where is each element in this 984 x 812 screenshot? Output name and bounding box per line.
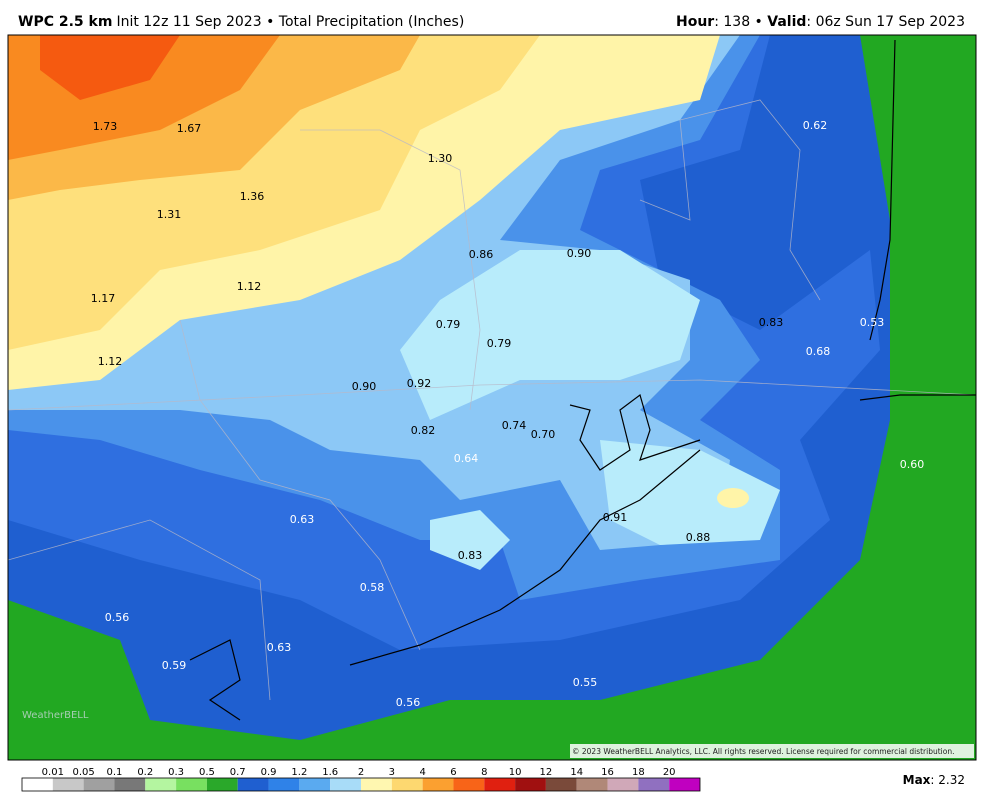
map-label: 0.56 (396, 696, 421, 709)
map-label: 1.73 (93, 120, 118, 133)
map-label: 1.12 (98, 355, 123, 368)
map-label: 1.17 (91, 292, 116, 305)
colorbar-cell (422, 778, 454, 791)
colorbar-label: 1.6 (322, 767, 338, 778)
colorbar-label: 0.1 (107, 767, 123, 778)
map: WeatherBELL © 2023 WeatherBELL Analytics… (7, 34, 977, 761)
map-label: 0.91 (603, 511, 628, 524)
colorbar-cell (237, 778, 269, 791)
colorbar-label: 1.2 (291, 767, 307, 778)
map-label: 0.83 (458, 549, 483, 562)
colorbar-label: 16 (601, 767, 614, 778)
max-value: : 2.32 (930, 773, 965, 787)
map-label: 0.70 (531, 428, 556, 441)
logo: WeatherBELL (22, 710, 89, 721)
map-label: 0.55 (573, 676, 598, 689)
max-label: Max (903, 773, 931, 787)
valid-info: Hour: 138 • Valid: 06z Sun 17 Sep 2023 (676, 14, 965, 30)
map-label: 0.60 (900, 458, 925, 471)
valid-value: : 06z Sun 17 Sep 2023 (806, 14, 965, 30)
copyright: © 2023 WeatherBELL Analytics, LLC. All r… (572, 747, 954, 756)
map-label: 1.67 (177, 122, 202, 135)
map-label: 0.90 (352, 380, 377, 393)
colorbar-label: 0.2 (137, 767, 153, 778)
colorbar-label: 0.01 (42, 767, 64, 778)
map-label: 0.62 (803, 119, 828, 132)
colorbar-cell (22, 778, 53, 791)
colorbar-label: 2 (358, 767, 364, 778)
map-label: 0.53 (860, 316, 885, 329)
colorbar-cell (145, 778, 177, 791)
colorbar-label: 10 (509, 767, 522, 778)
colorbar-cell (576, 778, 608, 791)
colorbar-cell (268, 778, 300, 791)
map-label: 1.36 (240, 190, 265, 203)
colorbar-cell (52, 778, 84, 791)
map-label: 0.90 (567, 247, 592, 260)
map-label: 1.31 (157, 208, 182, 221)
max: Max: 2.32 (903, 773, 965, 787)
map-label: 0.83 (759, 316, 784, 329)
map-label: 0.88 (686, 531, 711, 544)
colorbar-cell (206, 778, 238, 791)
colorbar-cell (453, 778, 485, 791)
title: WPC 2.5 km Init 12z 11 Sep 2023 • Total P… (18, 14, 464, 30)
colorbar-cell (361, 778, 392, 791)
hour-label: Hour (676, 14, 714, 30)
colorbar-label: 0.7 (230, 767, 246, 778)
hour-value: : 138 • (714, 14, 767, 30)
colorbar-cell (545, 778, 577, 791)
map-labels: 1.73 1.67 1.30 1.36 1.31 0.62 0.86 0.90 1.12 1.17… (91, 119, 925, 709)
map-label: 0.56 (105, 611, 130, 624)
init: Init 12z 11 Sep 2023 • Total Precipitati… (116, 14, 464, 30)
map-frame (7, 34, 977, 761)
colorbar-cell (515, 778, 546, 791)
map-label: 0.63 (290, 513, 315, 526)
map-label: 0.68 (806, 345, 831, 358)
colorbar-frame (21, 777, 701, 792)
colorbar: 0.01 0.05 0.1 0.2 0.3 0.5 0.7 0.9 1.2 1.6 2 3 4 6 8 10 1… (21, 767, 701, 792)
colorbar-cell (176, 778, 207, 791)
map-label: 0.59 (162, 659, 187, 672)
colorbar-cell (638, 778, 670, 791)
map-label: 1.12 (237, 280, 262, 293)
colorbar-cell (669, 778, 700, 791)
colorbar-label: 6 (450, 767, 456, 778)
map-label: 1.30 (428, 152, 453, 165)
model: WPC 2.5 km (18, 14, 112, 30)
colorbar-label: 8 (481, 767, 487, 778)
colorbar-label: 18 (632, 767, 645, 778)
map-label: 0.58 (360, 581, 385, 594)
map-label: 0.79 (487, 337, 512, 350)
map-label: 0.86 (469, 248, 494, 261)
colorbar-cell (607, 778, 639, 791)
map-label: 0.63 (267, 641, 292, 654)
colorbar-label: 0.05 (73, 767, 95, 778)
colorbar-label: 20 (663, 767, 676, 778)
map-label: 0.64 (454, 452, 479, 465)
map-label: 0.92 (407, 377, 432, 390)
colorbar-cell (114, 778, 146, 791)
valid-label: Valid (767, 14, 806, 30)
colorbar-cell (484, 778, 516, 791)
colorbar-label: 12 (540, 767, 553, 778)
colorbar-label: 0.3 (168, 767, 184, 778)
map-label: 0.82 (411, 424, 436, 437)
colorbar-label: 14 (570, 767, 583, 778)
colorbar-cell (330, 778, 361, 791)
colorbar-label: 4 (419, 767, 425, 778)
colorbar-cell (391, 778, 423, 791)
colorbar-label: 0.9 (261, 767, 277, 778)
map-label: 0.74 (502, 419, 527, 432)
colorbar-label: 0.5 (199, 767, 215, 778)
colorbar-label: 3 (389, 767, 395, 778)
map-label: 0.79 (436, 318, 461, 331)
colorbar-cell (83, 778, 115, 791)
colorbar-cell (299, 778, 331, 791)
